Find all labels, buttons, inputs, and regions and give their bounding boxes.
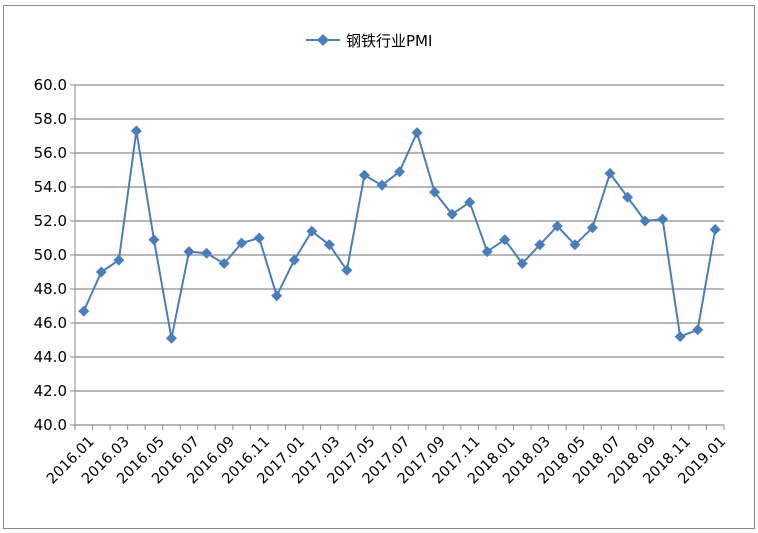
y-tick-label: 58.0 [34,110,67,128]
y-tick-label: 54.0 [34,178,67,196]
data-point [411,127,423,139]
data-point [692,324,704,336]
chart-border [3,5,755,529]
y-tick-label: 50.0 [34,246,67,264]
data-point [95,266,107,278]
data-point [657,213,669,225]
y-tick-label: 56.0 [34,144,67,162]
legend-marker-icon [317,34,329,46]
data-point [358,169,370,181]
data-point [376,179,388,191]
gridlines [75,84,724,392]
y-tick-label: 46.0 [34,314,67,332]
data-point [464,196,476,208]
axes [70,84,725,430]
data-point [341,264,353,276]
series-group [78,125,721,344]
data-point [165,332,177,344]
data-point [551,220,563,232]
data-point [586,222,598,234]
data-point [306,225,318,237]
data-point [323,239,335,251]
y-tick-label: 44.0 [34,348,67,366]
data-point [604,167,616,179]
legend: 钢铁行业PMI [306,32,432,50]
data-point [516,258,528,269]
y-axis-ticks: 40.0 42.0 44.0 46.0 48.0 50.0 52.0 54.0 56.0 58.0… [34,76,67,434]
data-point [394,166,405,178]
data-point [622,191,634,203]
data-point [534,239,546,251]
data-point [709,224,721,235]
y-tick-label: 40.0 [34,416,67,434]
data-point [639,215,651,227]
data-point [236,237,248,249]
data-point [271,290,283,302]
data-point [130,125,142,137]
y-tick-label: 52.0 [34,212,67,230]
y-tick-label: 48.0 [34,280,67,298]
data-point [674,331,686,343]
data-point [218,258,230,269]
data-point [183,246,195,258]
data-point [78,305,90,317]
legend-label: 钢铁行业PMI [346,32,432,50]
data-point [201,247,213,259]
data-point [429,186,441,198]
data-point [481,246,493,258]
y-tick-label: 60.0 [34,76,67,94]
data-point [499,234,511,246]
data-point [446,208,458,220]
data-point [113,254,125,266]
data-point [288,254,300,266]
data-point [569,239,581,251]
data-point [253,232,265,244]
y-tick-label: 42.0 [34,382,67,400]
data-point [148,234,160,246]
